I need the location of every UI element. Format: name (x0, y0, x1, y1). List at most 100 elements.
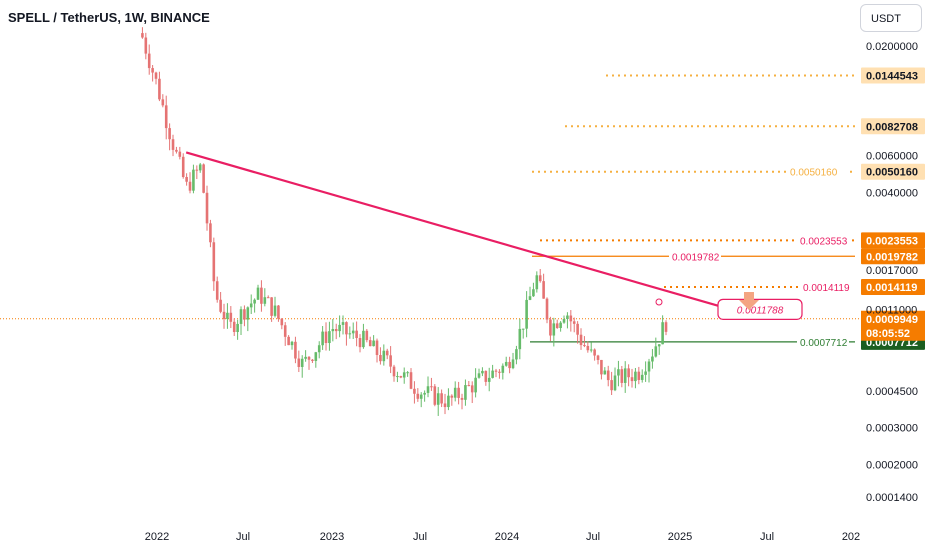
candle-body (644, 371, 647, 375)
candle-body (246, 307, 250, 320)
candle-body (542, 281, 545, 299)
level-tag (861, 278, 925, 295)
level-caption-bg (787, 164, 849, 179)
level-caption-bg (669, 249, 721, 264)
candle-body (144, 37, 148, 54)
candle-body (236, 323, 239, 333)
candle-body (555, 323, 559, 328)
candle-body (617, 369, 620, 376)
candle-body (610, 380, 613, 391)
level-tag-label: 0.0014119 (866, 282, 917, 294)
candle-body (460, 397, 464, 400)
candle-body (498, 371, 501, 373)
level-tag-label: 0.0082708 (866, 121, 918, 133)
candle-body (260, 287, 263, 304)
candle-body (661, 322, 664, 345)
candle-body (365, 330, 369, 341)
candle-body (515, 349, 518, 360)
level-caption: 0.0014119 (803, 283, 850, 294)
candle-body (481, 370, 484, 374)
candle-body (277, 305, 280, 319)
candle-body (416, 393, 420, 399)
candle-body (586, 345, 590, 351)
level-caption-bg (797, 334, 849, 349)
annotation-label: 0.0011788 (737, 305, 784, 316)
candle-body (215, 281, 219, 300)
countdown-label: 08:05:52 (866, 328, 910, 340)
candle-body (185, 177, 188, 182)
candle-body (396, 376, 399, 378)
candle-body (154, 72, 158, 79)
level-tag-label: 0.0144543 (866, 71, 918, 83)
candle-body (229, 312, 233, 322)
candle-body (321, 331, 324, 346)
candle-body (654, 346, 658, 357)
level-tag (861, 118, 925, 135)
level-caption: 0.0007712 (800, 338, 848, 349)
candle-body (521, 328, 525, 330)
candle-body (552, 323, 556, 336)
level-caption-bg (797, 233, 849, 248)
candle-body (175, 149, 178, 152)
candle-body (270, 297, 273, 316)
candle-body (409, 372, 413, 389)
candle-body (562, 319, 566, 323)
level-tag (861, 232, 925, 249)
price-tick-label: 0.0011000 (866, 305, 917, 317)
candle-body (222, 311, 226, 319)
candle-body (538, 275, 542, 282)
candle-body (294, 341, 297, 359)
level-caption: 0.0023553 (800, 236, 848, 247)
price-axis[interactable]: 0.0200000 0.0060000 0.0040000 0.0017000 0.00… (866, 41, 918, 504)
candle-body (351, 330, 355, 334)
candle-body (161, 99, 165, 106)
price-tick-label: 0.0003000 (866, 423, 918, 435)
candle-body (423, 392, 426, 395)
candle-body (209, 223, 212, 243)
candle-body (549, 319, 552, 336)
candle-body (535, 275, 539, 290)
price-tick-label: 0.0002000 (866, 460, 918, 472)
candle-body (195, 169, 199, 171)
candle-body (392, 366, 396, 377)
candle-body (273, 305, 277, 316)
time-tick-label: Jul (586, 531, 600, 543)
candle-body (141, 33, 144, 38)
candle-body (283, 325, 287, 337)
candle-body (253, 299, 256, 304)
price-tick-label: 0.0200000 (866, 41, 918, 53)
candle-body (430, 386, 433, 388)
trendline-layer[interactable] (185, 151, 727, 310)
time-axis[interactable]: 2022 Jul 2023 Jul 2024 Jul 2025 Jul 202 (145, 531, 860, 543)
candle-body (484, 370, 488, 382)
candle-body (450, 395, 454, 398)
candle-body (569, 315, 573, 322)
time-tick-label: 2022 (145, 531, 169, 543)
candle-body (331, 329, 335, 332)
candle-body (188, 181, 192, 191)
candle-body (147, 53, 151, 69)
candle-body (528, 296, 532, 300)
candle-body (436, 393, 440, 405)
candle-body (266, 297, 270, 299)
candle-body (664, 322, 668, 332)
candle-body (583, 345, 586, 347)
chart-title: SPELL / TetherUS, 1W, BINANCE (8, 10, 210, 25)
candle-body (457, 387, 460, 398)
currency-button[interactable]: USDT (860, 4, 922, 32)
level-tag (861, 67, 925, 84)
level-tag-label: 0.0023553 (866, 235, 918, 247)
annotation-layer[interactable]: 0.0011788 (655, 292, 803, 320)
candle-body (311, 359, 314, 361)
candle-body (545, 298, 549, 320)
candle-body (657, 344, 661, 347)
candle-body (290, 341, 294, 346)
candle-body (525, 299, 528, 329)
candle-body (198, 164, 202, 171)
candle-body (402, 372, 406, 378)
candle-body (256, 287, 260, 300)
candle-body (338, 324, 341, 332)
candle-body (239, 309, 243, 324)
candle-body (202, 164, 205, 193)
